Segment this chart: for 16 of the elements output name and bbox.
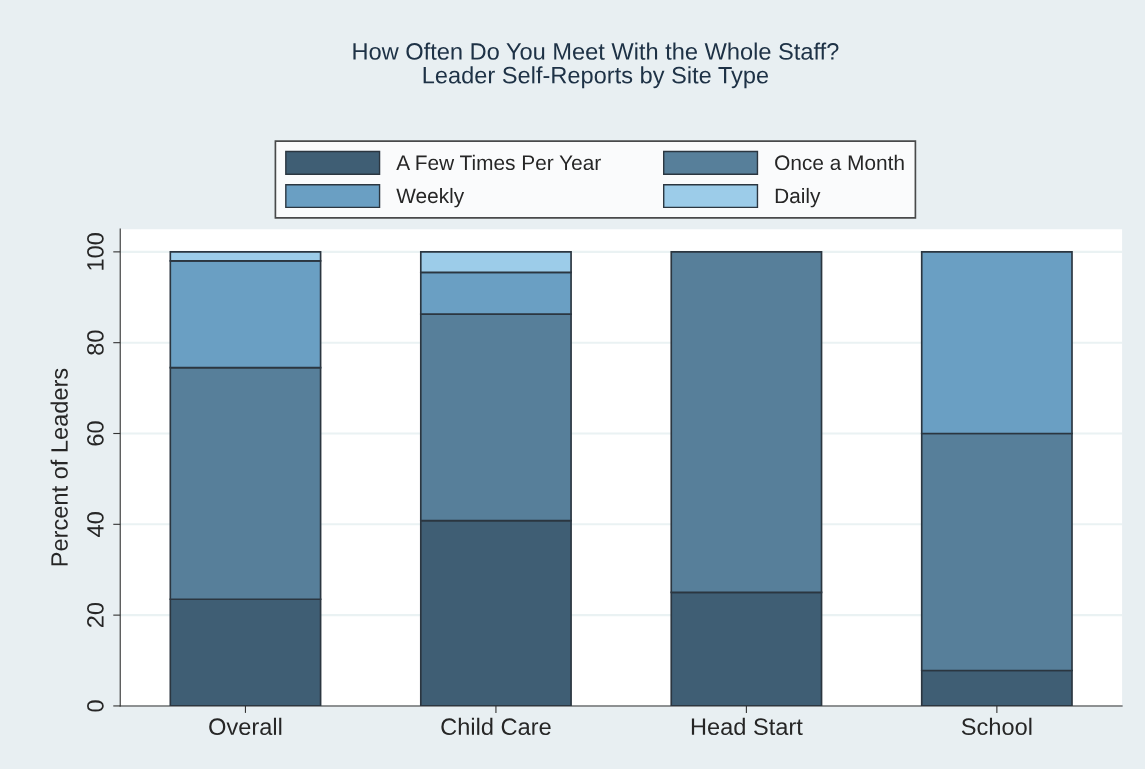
- x-tick-label: Head Start: [691, 717, 803, 736]
- legend-label: A Few Times Per Year: [396, 154, 601, 171]
- legend-label: Once a Month: [775, 154, 904, 171]
- y-tick-label: 80: [87, 330, 104, 355]
- y-axis-title: Percent of Leaders: [50, 368, 68, 566]
- x-tick-label: Overall: [209, 717, 282, 736]
- y-tick-label: 20: [87, 602, 104, 628]
- chart-title: How Often Do You Meet With the Whole Staff? Leader Self-Reports by Site Type: [353, 42, 839, 89]
- y-tick-label: 40: [87, 512, 104, 537]
- x-tick-label: School: [961, 717, 1032, 736]
- y-tick-label: 100: [87, 233, 104, 270]
- legend-label: Weekly: [396, 187, 465, 208]
- y-tick-label: 60: [87, 421, 104, 446]
- x-tick-label: Child Care: [441, 717, 551, 736]
- y-tick-label: 0: [87, 700, 104, 712]
- legend-label: Daily: [775, 187, 821, 208]
